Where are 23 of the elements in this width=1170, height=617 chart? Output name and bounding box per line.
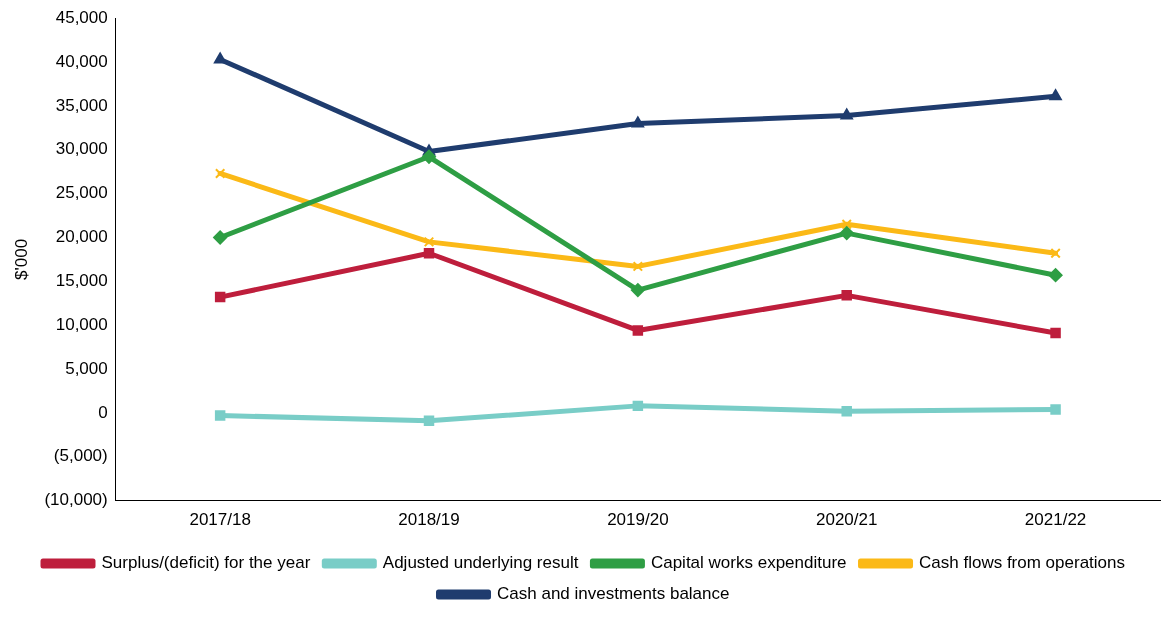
y-tick-label: 0 bbox=[98, 402, 108, 422]
x-tick-label: 2017/18 bbox=[189, 510, 251, 530]
y-tick-label: 20,000 bbox=[55, 227, 108, 247]
x-tick-label: 2018/19 bbox=[398, 510, 460, 530]
x-tick-label: 2021/22 bbox=[1024, 510, 1087, 530]
y-tick-label: 5,000 bbox=[65, 358, 108, 378]
y-tick-label: (5,000) bbox=[53, 446, 108, 466]
legend-label: Capital works expenditure bbox=[650, 553, 847, 573]
y-tick-label: (10,000) bbox=[44, 490, 108, 510]
legend-label: Cash and investments balance bbox=[497, 584, 730, 604]
y-tick-label: 30,000 bbox=[55, 139, 108, 159]
legend-label: Cash flows from operations bbox=[919, 553, 1126, 573]
y-tick-label: 25,000 bbox=[55, 183, 108, 203]
legend-label: Surplus/(deficit) for the year bbox=[101, 553, 311, 573]
y-tick-label: 45,000 bbox=[55, 7, 108, 27]
y-tick-label: 10,000 bbox=[55, 314, 108, 334]
y-tick-label: 40,000 bbox=[55, 51, 108, 71]
legend-label: Adjusted underlying result bbox=[382, 553, 579, 573]
x-tick-label: 2019/20 bbox=[607, 510, 669, 530]
y-axis-title: $'000 bbox=[11, 238, 31, 280]
y-tick-label: 15,000 bbox=[55, 271, 108, 291]
y-tick-label: 35,000 bbox=[55, 95, 108, 115]
x-tick-label: 2020/21 bbox=[815, 510, 878, 530]
